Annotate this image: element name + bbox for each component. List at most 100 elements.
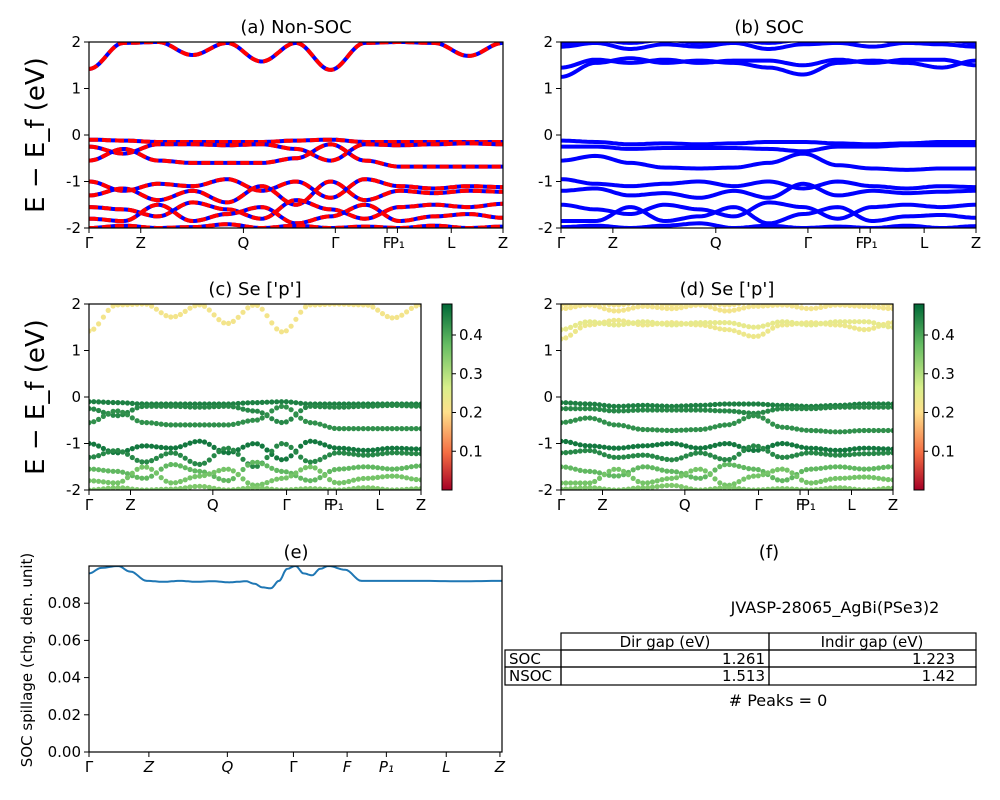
plot-area: [561, 42, 976, 228]
projection-point: [250, 408, 256, 414]
projection-point: [649, 465, 656, 471]
ytick-label: 1: [71, 80, 81, 98]
projection-point: [394, 450, 400, 456]
projection-point: [587, 304, 593, 308]
projection-point: [669, 468, 675, 474]
projection-point: [351, 426, 357, 432]
projection-point: [678, 455, 684, 461]
projection-point: [876, 486, 882, 490]
projection-point: [274, 455, 280, 461]
projection-point: [216, 486, 222, 490]
projection-point: [254, 441, 260, 447]
projection-point: [379, 465, 386, 471]
projection-point: [880, 464, 887, 470]
projection-point: [245, 462, 251, 468]
projection-point: [283, 404, 289, 410]
projection-point: [774, 441, 781, 447]
projection-point: [384, 473, 390, 479]
projection-point: [206, 404, 212, 410]
projection-point: [616, 308, 622, 314]
projection-point: [601, 444, 607, 450]
projection-point: [269, 416, 275, 422]
projection-point: [678, 484, 684, 490]
projection-point: [221, 487, 227, 490]
projection-point: [755, 413, 761, 419]
projection-point: [722, 462, 728, 468]
projection-point: [630, 453, 636, 459]
projection-point: [654, 304, 660, 310]
projection-point: [587, 319, 593, 325]
projection-point: [563, 304, 569, 308]
ytick-label: 0: [71, 388, 81, 406]
projection-point: [707, 452, 713, 458]
projection-point: [880, 427, 887, 434]
projection-point: [399, 465, 405, 471]
projection-point: [379, 403, 386, 409]
projection-point: [774, 423, 781, 429]
projection-point: [731, 408, 737, 414]
projection-point: [736, 418, 742, 424]
xtick-label: P₁: [390, 234, 405, 252]
projection-point: [197, 461, 203, 467]
projection-point: [399, 474, 405, 480]
projection-point: [726, 441, 733, 447]
projection-point: [880, 476, 887, 482]
projection-point: [322, 304, 328, 307]
projection-point: [808, 427, 814, 434]
projection-point: [100, 486, 106, 490]
projection-point: [360, 447, 366, 453]
projection-point: [803, 467, 810, 473]
projection-point: [561, 486, 564, 490]
projection-point: [572, 400, 579, 406]
projection-point: [587, 415, 593, 421]
projection-point: [876, 465, 882, 471]
projection-point: [341, 466, 347, 472]
projection-point: [413, 486, 419, 490]
ytick-label: 2: [543, 295, 553, 313]
projection-point: [365, 426, 371, 432]
ytick-label: 0: [543, 126, 553, 144]
projection-point: [813, 405, 819, 412]
projection-point: [789, 470, 795, 476]
projection-point: [832, 452, 838, 458]
projection-point: [370, 403, 376, 409]
projection-point: [741, 464, 747, 471]
projection-point: [596, 450, 603, 456]
projection-point: [134, 418, 140, 424]
projection-point: [774, 477, 781, 483]
projection-point: [394, 487, 400, 490]
projection-point: [331, 404, 337, 410]
projection-point: [572, 417, 579, 423]
projection-point: [630, 425, 636, 431]
projection-point: [827, 404, 834, 411]
projection-point: [683, 321, 689, 327]
projection-point: [187, 305, 193, 311]
projection-point: [697, 402, 704, 408]
projection-point: [861, 466, 867, 472]
projection-point: [561, 304, 564, 308]
projection-point: [351, 446, 357, 453]
projection-point: [201, 472, 208, 479]
projection-point: [803, 322, 810, 328]
projection-point: [635, 426, 641, 432]
projection-point: [649, 479, 656, 485]
projection-point: [823, 451, 829, 457]
projection-point: [746, 444, 752, 450]
projection-point: [654, 403, 660, 409]
projection-point: [736, 463, 742, 469]
projection-point: [808, 487, 814, 490]
projection-point: [192, 404, 198, 410]
projection-point: [163, 313, 169, 319]
projection-point: [250, 400, 256, 406]
ytick-label: -2: [66, 219, 81, 237]
projection-point: [365, 452, 371, 458]
projection-point: [784, 467, 790, 473]
band-spin-down-vb7: [89, 202, 503, 226]
projection-point: [799, 406, 805, 412]
plot-area: [89, 304, 421, 490]
ylabel-row1: E − E_f (eV): [21, 57, 51, 213]
projection-point: [129, 400, 135, 406]
projection-point: [861, 487, 867, 490]
projection-point: [187, 404, 193, 410]
